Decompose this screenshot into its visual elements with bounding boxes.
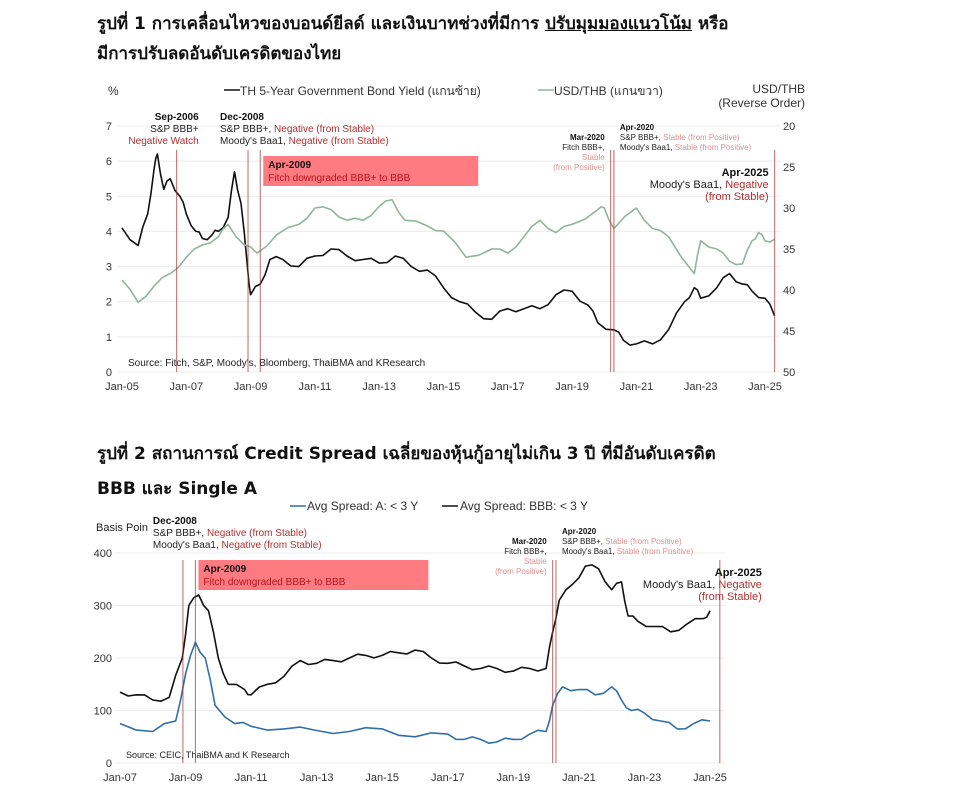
chart2-event-mar-2020-line1: Fitch BBB+,: [504, 547, 546, 556]
chart1-ytick-label: 1: [106, 332, 112, 344]
figure2-title-line2: BBB และ Single A: [97, 479, 257, 499]
chart2-ytick-label: 300: [94, 601, 112, 613]
chart2-event-apr-2020-line2: Moody's Baa1, Stable (from Positive): [562, 547, 694, 556]
chart2-event-apr-2025-date: Apr-2025: [715, 567, 762, 579]
chart1-ytick-label: 2: [106, 297, 112, 309]
title-text: รูปที่ 1 การเคลื่อนไหวของบอนด์ยีลด์ และเ…: [97, 14, 546, 34]
figure1-title-line1: รูปที่ 1 การเคลื่อนไหวของบอนด์ยีลด์ และเ…: [97, 10, 729, 37]
chart2-event-apr-2025-line2: (from Stable): [698, 591, 762, 603]
chart1-source: Source: Fitch, S&P, Moody's, Bloomberg, …: [128, 358, 425, 369]
chart1-event-apr-2025-line1: Moody's Baa1, Negative: [650, 179, 769, 191]
chart2-event-apr-2020-line1: S&P BBB+, Stable (from Positive): [562, 537, 682, 546]
chart1-event-apr-2009-text: Fitch downgraded BBB+ to BBB: [268, 173, 410, 184]
chart1-y2tick-label: 45: [783, 326, 795, 338]
chart2-ytick-label: 400: [94, 548, 112, 560]
chart1-y2tick-label: 30: [783, 203, 795, 215]
chart2-event-dec-2008-date: Dec-2008: [153, 516, 197, 527]
chart1-event-dec-2008-line1: S&P BBB+, Negative (from Stable): [220, 124, 374, 135]
chart1-xtick-label: Jan-15: [427, 381, 461, 393]
figure2-title-line1: รูปที่ 2 สถานการณ์ Credit Spread เฉลี่ยข…: [97, 444, 716, 464]
chart1-y2label-1: USD/THB: [752, 82, 805, 96]
chart1-ytick-label: 4: [106, 226, 112, 238]
chart1-y2tick-label: 25: [783, 162, 795, 174]
chart2-event-mar-2020-date: Mar-2020: [512, 537, 547, 546]
chart2-ytick-label: 0: [106, 758, 112, 770]
chart1-event-sep-2006-line1: S&P BBB+: [150, 124, 199, 135]
chart1-xtick-label: Jan-19: [555, 381, 589, 393]
chart1-event-dec-2008-date: Dec-2008: [220, 112, 264, 123]
chart1-event-dec-2008-line2: Moody's Baa1, Negative (from Stable): [220, 136, 389, 147]
chart2-xtick-label: Jan-23: [628, 772, 662, 784]
chart1-event-apr-2025-line2: (from Stable): [705, 191, 769, 203]
chart1-ylabel: %: [108, 84, 119, 98]
chart1-event-apr-2020-line1: S&P BBB+, Stable (from Positive): [620, 133, 740, 142]
chart2-xtick-label: Jan-25: [693, 772, 727, 784]
chart2-xtick-label: Jan-13: [300, 772, 334, 784]
chart1-event-apr-2020-line2: Moody's Baa1, Stable (from Positive): [620, 143, 752, 152]
chart2-xtick-label: Jan-07: [103, 772, 137, 784]
chart2-legend-bbb: Avg Spread: BBB: < 3 Y: [460, 499, 588, 513]
title-underlined-text: ปรับมุมมองแนวโน้ม: [545, 14, 693, 34]
chart2-ylabel: Basis Poin: [96, 522, 148, 534]
chart1-event-mar-2020-line2: (from Positive): [553, 163, 605, 172]
chart1-event-mar-2020-line1: Fitch BBB+,: [562, 143, 604, 152]
chart1-xtick-label: Jan-13: [362, 381, 396, 393]
chart1-series-line-1: [121, 153, 776, 346]
chart2-ytick-label: 100: [94, 706, 112, 718]
chart2-event-apr-2009-date: Apr-2009: [203, 564, 246, 575]
chart1-legend-yield: TH 5-Year Government Bond Yield (แกนซ้าย…: [240, 84, 481, 98]
chart2-event-dec-2008-line1: S&P BBB+, Negative (from Stable): [153, 528, 307, 539]
chart2-event-apr-2020-date: Apr-2020: [562, 527, 597, 536]
chart1-event-apr-2025-date: Apr-2025: [722, 167, 769, 179]
chart2-event-mar-2020-line2: (from Positive): [495, 567, 547, 576]
chart2-event-mar-2020-line1-status: Stable: [524, 557, 547, 566]
chart1-xtick-label: Jan-17: [491, 381, 525, 393]
chart1-ytick-label: 6: [106, 156, 112, 168]
chart2-xtick-label: Jan-15: [365, 772, 399, 784]
chart1-xtick-label: Jan-21: [620, 381, 654, 393]
chart1-event-mar-2020-date: Mar-2020: [570, 133, 605, 142]
chart1-xtick-label: Jan-07: [169, 381, 203, 393]
chart1-event-mar-2020-line1-status: Stable: [582, 153, 605, 162]
chart2-source: Source: CEIC, ThaiBMA and K Research: [126, 750, 289, 760]
chart1-y2label-2: (Reverse Order): [718, 96, 805, 110]
chart2-event-dec-2008-line2: Moody's Baa1, Negative (from Stable): [153, 540, 322, 551]
chart1-xtick-label: Jan-23: [684, 381, 718, 393]
chart1-ytick-label: 3: [106, 262, 112, 274]
chart1-xtick-label: Jan-11: [298, 381, 331, 393]
chart1-xtick-label: Jan-09: [234, 381, 268, 393]
chart2-xtick-label: Jan-19: [497, 772, 531, 784]
chart1-legend-usdthb: USD/THB (แกนขวา): [554, 84, 663, 98]
chart2-series-line-2: [119, 564, 711, 702]
chart1-y2tick-label: 20: [783, 121, 795, 133]
chart2-xtick-label: Jan-11: [235, 772, 268, 784]
chart1-ytick-label: 5: [106, 191, 112, 203]
chart2-xtick-label: Jan-09: [169, 772, 203, 784]
figure1-title-line2: มีการปรับลดอันดับเครดิตของไทย: [97, 44, 342, 64]
chart1-ytick-label: 7: [106, 121, 112, 133]
chart2-event-apr-2009-text: Fitch downgraded BBB+ to BBB: [203, 577, 345, 588]
chart1-series-line-2: [121, 199, 776, 304]
chart1-event-sep-2006-line2: Negative Watch: [128, 136, 198, 147]
title-text: หรือ: [692, 14, 729, 34]
chart1-ytick-label: 0: [106, 367, 112, 379]
chart1-y2tick-label: 35: [783, 244, 795, 256]
chart2-xtick-label: Jan-21: [562, 772, 596, 784]
chart2-event-apr-2009-callout-box: [198, 560, 429, 590]
chart1-xtick-label: Jan-25: [748, 381, 782, 393]
chart1-event-apr-2020-date: Apr-2020: [620, 123, 655, 132]
chart1-y2tick-label: 40: [783, 285, 795, 297]
chart2-legend-a: Avg Spread: A: < 3 Y: [307, 499, 418, 513]
chart2-xtick-label: Jan-17: [431, 772, 465, 784]
chart2-series-line-1: [119, 641, 711, 744]
chart2-ytick-label: 200: [94, 653, 112, 665]
chart1-event-sep-2006-date: Sep-2006: [155, 112, 199, 123]
chart2-event-apr-2025-line1: Moody's Baa1, Negative: [643, 579, 762, 591]
chart1-y2tick-label: 50: [783, 367, 795, 379]
chart1-event-apr-2009-date: Apr-2009: [268, 160, 311, 171]
chart1-event-apr-2009-callout-box: [263, 156, 479, 186]
chart1-xtick-label: Jan-05: [105, 381, 139, 393]
